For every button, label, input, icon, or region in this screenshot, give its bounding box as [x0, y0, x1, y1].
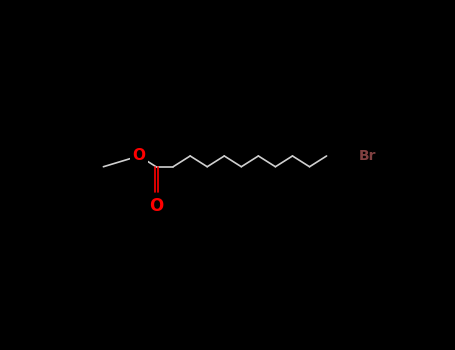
Text: O: O	[149, 197, 163, 215]
Text: O: O	[132, 148, 146, 163]
Text: Br: Br	[359, 149, 377, 163]
